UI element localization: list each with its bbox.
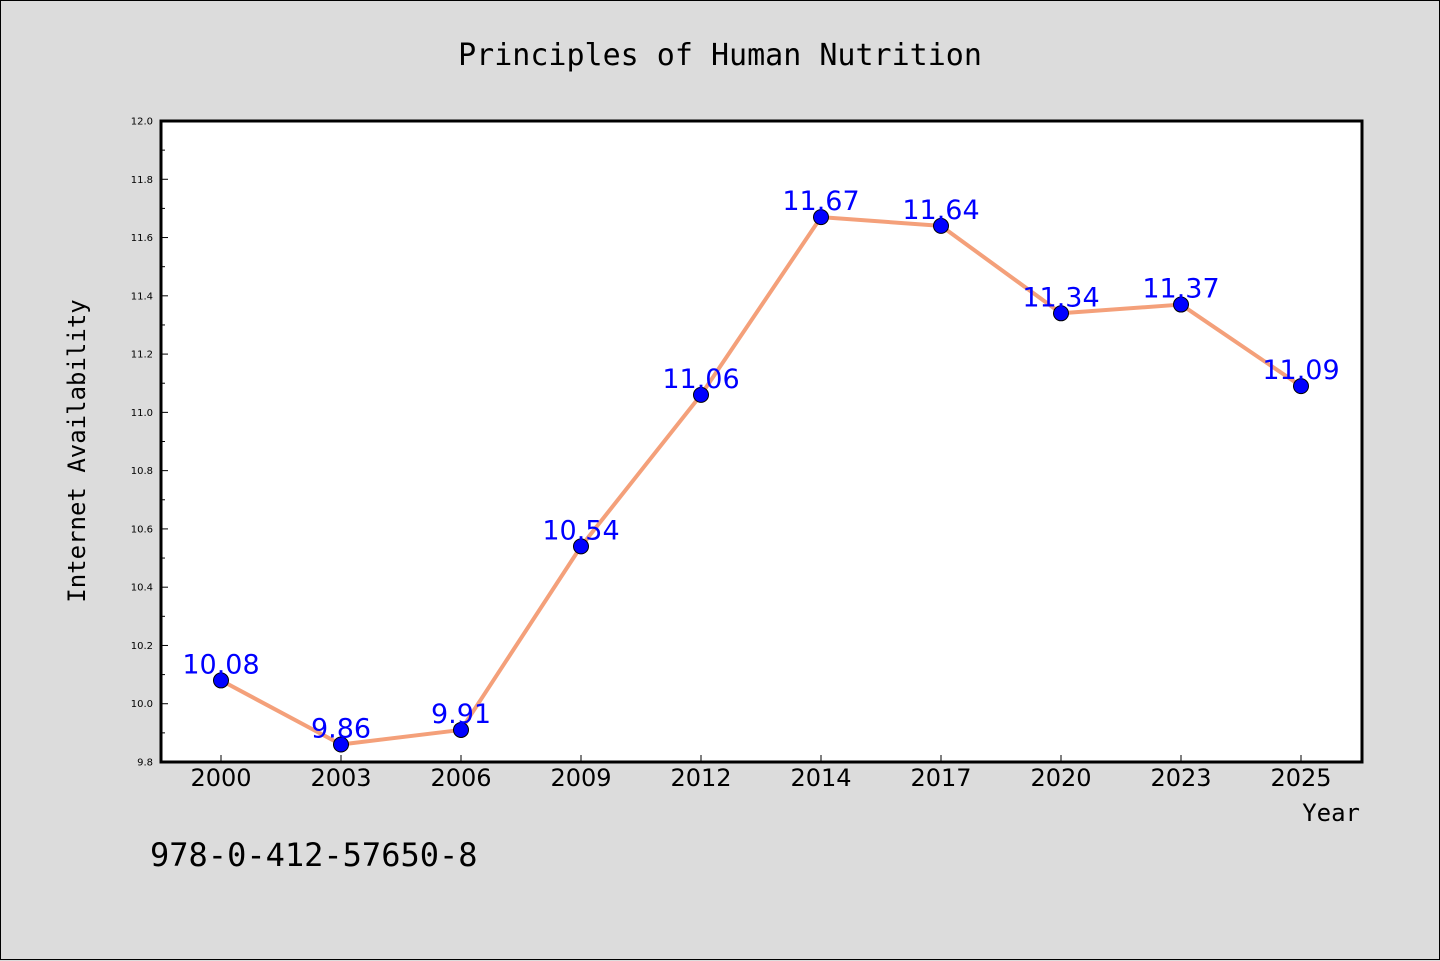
chart-title: Principles of Human Nutrition: [458, 38, 982, 73]
x-tick-label: 2017: [910, 764, 971, 792]
y-tick-label: 11.2: [131, 350, 153, 361]
data-point: [213, 672, 229, 689]
data-point: [453, 721, 469, 738]
x-tick-label: 2000: [190, 764, 251, 792]
data-label: 11.37: [1142, 274, 1219, 305]
isbn-text: 978-0-412-57650-8: [150, 836, 478, 874]
y-tick-label: 11.0: [131, 408, 153, 419]
x-tick-label: 2014: [790, 764, 851, 792]
data-label: 9.91: [431, 699, 491, 730]
x-tick-label: 2012: [670, 764, 731, 792]
data-label: 11.06: [662, 364, 739, 395]
y-tick-label: 10.2: [131, 641, 153, 652]
y-axis: 9.8 10.0 10.2 10.4 10.6 10.8 11.0 11.2 11.4 11.6 1…: [131, 117, 168, 769]
x-axis-label: Year: [1302, 799, 1360, 827]
x-tick-label: 2003: [310, 764, 371, 792]
x-axis: 2000 2003 2006 2009 2012 2014 2017 2020 2023 2025: [190, 755, 1332, 792]
data-point: [1173, 296, 1189, 313]
y-tick-label: 10.6: [131, 524, 153, 535]
y-tick-label: 10.8: [131, 466, 153, 477]
x-tick-label: 2006: [430, 764, 491, 792]
series-line: [220, 215, 1303, 747]
x-tick-label: 2009: [550, 764, 611, 792]
y-tick-label: 11.6: [131, 233, 153, 244]
plot-area: [159, 119, 1364, 764]
data-label: 9.86: [311, 714, 371, 745]
y-tick-label: 9.8: [137, 758, 153, 769]
data-point: [333, 736, 349, 753]
data-point: [933, 217, 949, 234]
data-label: 10.08: [182, 649, 259, 680]
data-label: 10.54: [542, 515, 619, 546]
data-point: [1053, 305, 1069, 322]
data-point: [1293, 378, 1309, 395]
data-point: [813, 209, 829, 226]
y-tick-label: 10.4: [131, 583, 153, 594]
y-tick-label: 10.0: [131, 699, 153, 710]
data-point: [693, 386, 709, 403]
x-tick-label: 2023: [1150, 764, 1211, 792]
y-axis-label: Internet Availability: [63, 299, 91, 602]
y-tick-label: 11.4: [131, 291, 153, 302]
data-label: 11.09: [1262, 355, 1339, 386]
data-label: 11.67: [782, 186, 859, 217]
data-label: 11.64: [902, 195, 979, 226]
data-label: 11.34: [1022, 282, 1099, 313]
x-tick-label: 2020: [1030, 764, 1091, 792]
data-point: [573, 538, 589, 555]
y-tick-label: 12.0: [131, 117, 153, 128]
x-tick-label: 2025: [1270, 764, 1331, 792]
y-tick-label: 11.8: [131, 175, 153, 186]
data-series: 10.08 9.86 9.91 10.54 11.06 11.67 11.64 11.34 11…: [182, 186, 1340, 753]
